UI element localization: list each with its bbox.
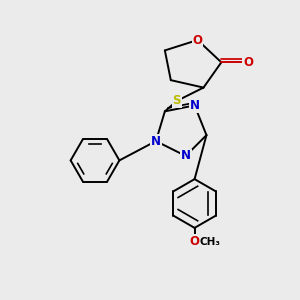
Text: N: N: [181, 149, 191, 162]
Text: N: N: [151, 135, 161, 148]
Text: N: N: [190, 99, 200, 112]
Text: CH₃: CH₃: [200, 237, 221, 247]
Text: S: S: [172, 94, 181, 107]
Text: O: O: [190, 235, 200, 248]
Text: O: O: [193, 34, 202, 46]
Text: O: O: [243, 56, 253, 69]
